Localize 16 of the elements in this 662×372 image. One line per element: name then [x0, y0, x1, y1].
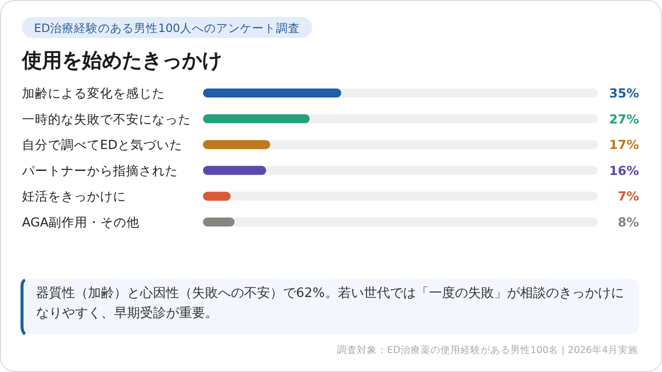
data-label: 16% — [609, 162, 640, 178]
y-tick-label: パートナーから指摘された — [21, 162, 178, 178]
data-label: 8% — [618, 214, 640, 230]
y-tick-label: AGA副作用・その他 — [22, 214, 140, 230]
chart-title: 使用を始めたきっかけ — [21, 48, 222, 72]
y-tick-label: 一時的な失敗で不安になった — [22, 111, 191, 126]
chart-subtitle: ED治療経験のある男性100人へのアンケート調査 — [34, 21, 300, 35]
y-tick-label: 自分で調べてEDと気づいた — [22, 137, 183, 152]
text: 器質性（加齢）と心因性（失敗への不安）で62%。若い世代では「一度の失敗」が相談のきっかけになりやすく、早期受診が重要。 — [36, 285, 625, 323]
text: 調査対象：ED治療薬の使用経験がある男性100名 | 2026年4月実施 — [337, 344, 638, 356]
data-label: 35% — [609, 86, 640, 100]
data-label: 7% — [618, 188, 640, 204]
data-label: 27% — [609, 111, 640, 126]
y-tick-label: 妊活をきっかけに — [22, 188, 126, 204]
y-tick-label: 加齢による変化を感じた — [22, 86, 165, 100]
data-label: 17% — [609, 137, 640, 152]
